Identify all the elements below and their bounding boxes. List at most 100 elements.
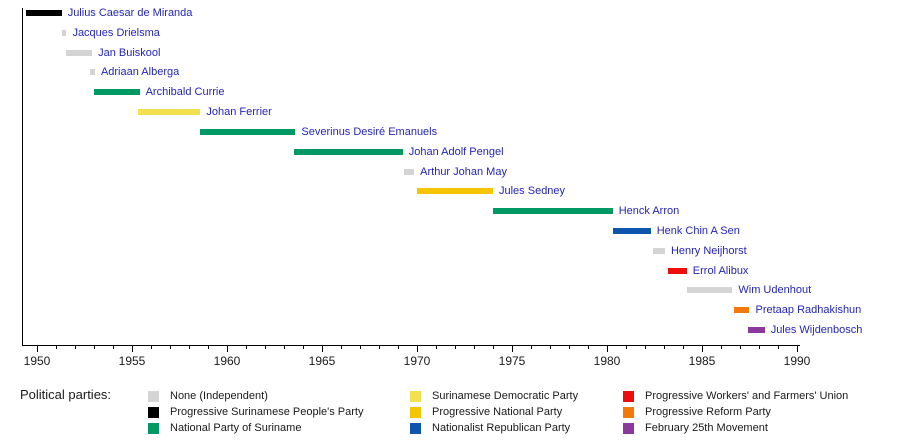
x-axis-tick bbox=[75, 346, 76, 349]
legend-item-pwfu: Progressive Workers' and Farmers' Union bbox=[623, 388, 848, 404]
legend-item-nps: National Party of Suriname bbox=[148, 420, 363, 436]
person-label: Severinus Desiré Emanuels bbox=[301, 125, 438, 138]
x-axis-tick bbox=[740, 346, 741, 349]
x-axis-tick-label: 1960 bbox=[213, 354, 241, 368]
x-axis-tick bbox=[664, 346, 665, 349]
person-label: Pretaap Radhakishun bbox=[755, 304, 862, 317]
party-label: Progressive National Party bbox=[432, 406, 563, 418]
x-axis-tick-label: 1985 bbox=[688, 354, 716, 368]
party-label: None (Independent) bbox=[170, 390, 268, 402]
x-axis-tick-label: 1965 bbox=[308, 354, 336, 368]
timeline-bar bbox=[493, 208, 613, 215]
x-axis-tick bbox=[702, 346, 703, 352]
x-axis-tick bbox=[607, 346, 608, 352]
x-axis-tick bbox=[379, 346, 380, 349]
person-label: Wim Udenhout bbox=[738, 284, 812, 297]
x-axis-tick bbox=[341, 346, 342, 349]
x-axis-tick bbox=[683, 346, 684, 349]
x-axis-tick bbox=[189, 346, 190, 349]
legend-item-pnp: Progressive National Party bbox=[410, 404, 578, 420]
person-label: Henry Neijhorst bbox=[670, 244, 747, 257]
x-axis-tick bbox=[493, 346, 494, 349]
party-label: Progressive Surinamese People's Party bbox=[170, 406, 364, 418]
person-label: Johan Ferrier bbox=[206, 106, 272, 119]
person-label: Jules Wijdenbosch bbox=[770, 324, 863, 336]
x-axis-tick bbox=[113, 346, 114, 349]
party-color-swatch bbox=[410, 406, 421, 418]
x-axis-line bbox=[22, 345, 800, 346]
x-axis-tick bbox=[455, 346, 456, 349]
legend-column-2: Surinamese Democratic Party Progressive N… bbox=[410, 388, 578, 436]
x-axis-tick bbox=[588, 346, 589, 349]
x-axis-tick bbox=[759, 346, 760, 349]
timeline-bar bbox=[403, 168, 415, 175]
x-axis-tick bbox=[284, 346, 285, 349]
person-label: Arthur Johan May bbox=[420, 165, 507, 178]
x-axis-tick bbox=[436, 346, 437, 349]
party-label: Progressive Reform Party bbox=[645, 406, 771, 418]
person-label: Archibald Currie bbox=[145, 86, 225, 99]
x-axis-tick bbox=[531, 346, 532, 349]
party-label: National Party of Suriname bbox=[170, 422, 302, 434]
legend-column-1: None (Independent) Progressive Surinamese… bbox=[148, 388, 363, 436]
legend-title: Political parties: bbox=[20, 387, 112, 402]
x-axis-tick bbox=[569, 346, 570, 349]
party-color-swatch bbox=[410, 390, 421, 402]
x-axis-tick-label: 1970 bbox=[403, 354, 431, 368]
x-axis-tick bbox=[94, 346, 95, 349]
legend-column-3: Progressive Workers' and Farmers' Union P… bbox=[623, 388, 848, 436]
x-axis-tick-label: 1980 bbox=[593, 354, 621, 368]
timeline-bar bbox=[293, 148, 403, 155]
party-color-swatch bbox=[410, 422, 421, 434]
x-axis-tick bbox=[37, 346, 38, 352]
x-axis-tick bbox=[721, 346, 722, 349]
person-label: Henk Chin A Sen bbox=[656, 224, 740, 237]
x-axis-tick bbox=[626, 346, 627, 349]
person-label: Henck Arron bbox=[618, 205, 680, 218]
x-axis-tick bbox=[778, 346, 779, 349]
person-label: Adriaan Alberga bbox=[100, 66, 180, 79]
x-axis-tick-label: 1990 bbox=[783, 354, 811, 368]
x-axis-tick bbox=[645, 346, 646, 349]
timeline-bar bbox=[61, 29, 67, 36]
timeline-bar bbox=[747, 327, 765, 333]
timeline-bar bbox=[612, 227, 651, 234]
x-axis-tick bbox=[56, 346, 57, 349]
timeline-bar bbox=[200, 128, 296, 135]
party-color-swatch bbox=[148, 406, 159, 418]
timeline-bar bbox=[652, 247, 665, 254]
party-label: February 25th Movement bbox=[645, 422, 768, 434]
x-axis-tick bbox=[303, 346, 304, 349]
person-label: Jan Buiskool bbox=[98, 46, 161, 59]
x-axis-tick bbox=[512, 346, 513, 352]
x-axis-tick-label: 1975 bbox=[498, 354, 526, 368]
x-axis-tick-label: 1955 bbox=[118, 354, 146, 368]
timeline-bar bbox=[25, 10, 62, 16]
x-axis-tick bbox=[208, 346, 209, 349]
x-axis-tick bbox=[170, 346, 171, 349]
y-axis-line bbox=[22, 8, 23, 345]
x-axis-tick bbox=[550, 346, 551, 349]
x-axis-tick bbox=[322, 346, 323, 352]
x-axis-tick bbox=[474, 346, 475, 349]
person-label: Jacques Drielsma bbox=[72, 26, 160, 39]
legend-item-prp: Progressive Reform Party bbox=[623, 404, 848, 420]
timeline-bar bbox=[94, 89, 140, 96]
x-axis-tick-label: 1950 bbox=[23, 354, 51, 368]
party-label: Progressive Workers' and Farmers' Union bbox=[645, 390, 849, 402]
legend-item-sdp: Surinamese Democratic Party bbox=[410, 388, 578, 404]
party-color-swatch bbox=[623, 406, 634, 418]
x-axis-tick bbox=[227, 346, 228, 352]
x-axis-tick bbox=[246, 346, 247, 349]
party-color-swatch bbox=[148, 422, 159, 434]
legend-item-f25m: February 25th Movement bbox=[623, 420, 848, 436]
x-axis-tick bbox=[151, 346, 152, 349]
timeline-chart: 1950 1955 1960 1965 1970 1975 1980 1985 1990 Juli… bbox=[22, 7, 863, 368]
party-color-swatch bbox=[623, 422, 634, 434]
timeline-bar bbox=[417, 188, 493, 195]
timeline-bar bbox=[667, 267, 687, 274]
legend-item-nrp: Nationalist Republican Party bbox=[410, 420, 578, 436]
timeline-bar bbox=[686, 287, 733, 294]
timeline-bar bbox=[734, 307, 750, 314]
